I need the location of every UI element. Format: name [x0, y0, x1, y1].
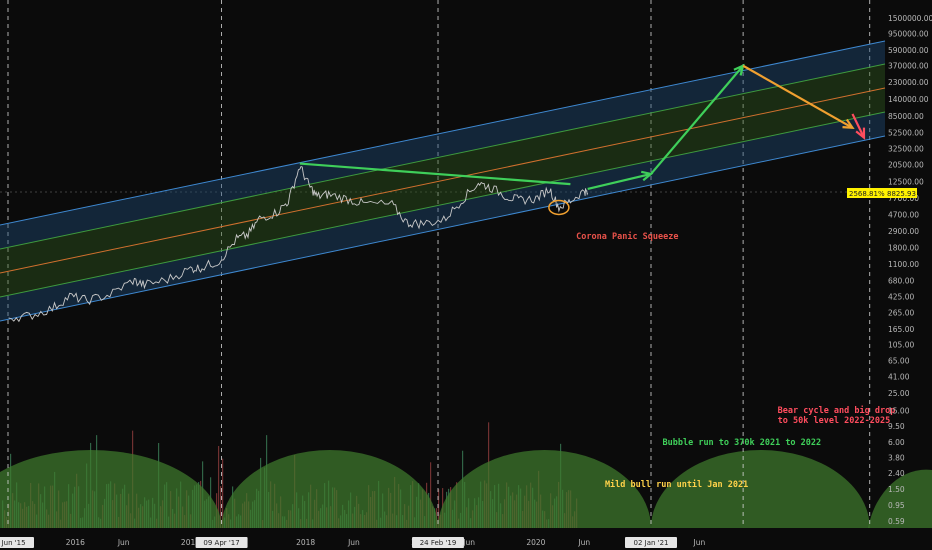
price-value-label: 8825.93 — [887, 190, 916, 198]
x-tick-label: 2017 — [181, 538, 200, 547]
arrow-line — [742, 64, 854, 129]
x-tick-label: 01 Jun '15 — [0, 539, 26, 547]
channel-band — [0, 41, 885, 249]
x-tick-label: Jun — [577, 538, 590, 547]
y-tick-label: 85000.00 — [888, 112, 924, 121]
x-tick-box — [0, 537, 34, 548]
x-tick-label: 2016 — [66, 538, 85, 547]
y-tick-label: 1100.00 — [888, 260, 919, 269]
volume-bar — [438, 489, 440, 528]
y-tick-label: 3.80 — [888, 453, 905, 462]
corona-circle — [548, 199, 570, 216]
x-tick-label: 24 Feb '19 — [420, 539, 457, 547]
x-tick-label: Jun — [117, 538, 130, 547]
channel-line — [0, 135, 886, 322]
cycle-arcs — [0, 449, 932, 528]
y-tick-label: 15.00 — [888, 407, 910, 416]
cycle-arc — [0, 449, 222, 528]
y-tick-label: 2.40 — [888, 469, 905, 478]
y-tick-label: 2900.00 — [888, 227, 919, 236]
volume-bar — [218, 445, 220, 528]
annotations: Corona Panic Squeeze Mild bull run until … — [576, 231, 895, 490]
cycle-vertical-lines — [0, 0, 885, 528]
price-value-box — [885, 188, 917, 198]
volume-bar — [222, 458, 224, 528]
channel-band — [0, 64, 885, 273]
volume-bar — [430, 462, 432, 528]
channel-line — [0, 63, 886, 250]
y-tick-label: 230000.00 — [888, 78, 929, 87]
y-tick-label: 1800.00 — [888, 243, 919, 252]
arrow-line — [587, 172, 652, 190]
x-tick-label: 09 Apr '17 — [203, 539, 239, 547]
projection-arrows — [299, 63, 866, 216]
y-tick-label: 7700.00 — [888, 194, 919, 203]
y-tick-label: 0.95 — [888, 501, 905, 510]
cycle-arc — [651, 450, 870, 528]
arrow-head — [855, 127, 866, 140]
channel-band — [0, 112, 885, 321]
y-tick-label: 32500.00 — [888, 145, 924, 154]
channel-band — [0, 88, 885, 297]
arrow-line — [299, 162, 571, 186]
annotation-text: Bubble run to 370k 2021 to 2022 — [663, 438, 822, 448]
cycle-arc — [438, 450, 651, 528]
x-tick-label: 2020 — [526, 538, 545, 547]
arrow-line — [650, 65, 744, 175]
price-pct-label: 2568.81% — [849, 190, 885, 198]
y-tick-label: 9.50 — [888, 422, 905, 431]
price-pct-box — [847, 188, 885, 198]
cycle-arc — [868, 469, 932, 528]
x-tick-label: 02 Jan '21 — [634, 539, 669, 547]
annotation-text: Mild bull run until Jan 2021 — [605, 479, 748, 490]
y-tick-label: 425.00 — [888, 293, 914, 302]
channel-line — [0, 87, 886, 274]
cycle-arc — [221, 450, 439, 528]
x-tick-label: Jun — [347, 538, 360, 547]
y-tick-label: 65.00 — [888, 357, 910, 366]
y-tick-label: 265.00 — [888, 309, 914, 318]
arrow-line — [851, 113, 865, 139]
x-tick-label: Jun — [692, 538, 705, 547]
y-tick-label: 25.00 — [888, 389, 910, 398]
arrow-head — [842, 118, 855, 130]
y-tick-label: 370000.00 — [888, 62, 929, 71]
annotation-text: to 50k level 2022-2025 — [778, 416, 891, 426]
y-tick-label: 1.50 — [888, 485, 905, 494]
y-tick-label: 1500000.00 — [888, 14, 932, 23]
y-tick-label: 0.59 — [888, 517, 905, 526]
y-tick-label: 41.00 — [888, 372, 910, 381]
y-tick-label: 105.00 — [888, 340, 914, 349]
x-tick-label: Jun — [462, 538, 475, 547]
price-line — [8, 166, 589, 323]
x-tick-box — [412, 537, 465, 548]
annotation-text: Bear cycle and big drop — [778, 405, 896, 416]
y-tick-label: 20500.00 — [888, 160, 924, 169]
y-tick-label: 590000.00 — [888, 46, 929, 55]
regression-channel — [0, 40, 886, 322]
y-tick-label: 680.00 — [888, 277, 914, 286]
y-tick-label: 165.00 — [888, 325, 914, 334]
annotation-text: Corona Panic Squeeze — [576, 231, 678, 242]
x-tick-box — [625, 537, 677, 548]
volume-bar — [220, 486, 222, 528]
price-series — [8, 166, 589, 323]
y-tick-label: 12500.00 — [888, 177, 924, 186]
channel-line — [0, 111, 886, 298]
y-tick-label: 140000.00 — [888, 95, 929, 104]
x-tick-box — [195, 537, 248, 548]
x-tick-label: 2018 — [296, 538, 315, 547]
y-tick-label: 52500.00 — [888, 128, 924, 137]
y-axis: 1500000.00 950000.00 590000.00 370000.00 230… — [847, 14, 932, 526]
y-tick-label: 950000.00 — [888, 30, 929, 39]
y-tick-label: 6.00 — [888, 438, 905, 447]
y-tick-label: 4700.00 — [888, 211, 919, 220]
